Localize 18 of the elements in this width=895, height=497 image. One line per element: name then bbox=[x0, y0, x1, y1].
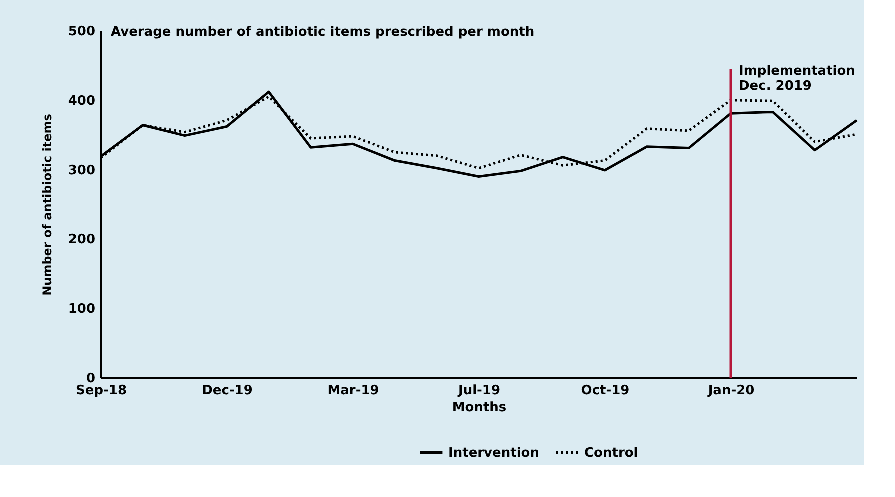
y-tick-label: 100 bbox=[68, 302, 96, 318]
y-tick-label: 400 bbox=[68, 94, 96, 109]
y-tick-label: 200 bbox=[68, 232, 96, 248]
x-tick-label: Dec-19 bbox=[202, 384, 253, 398]
y-tick-label: 500 bbox=[68, 24, 96, 40]
x-tick-label: Jan-20 bbox=[707, 384, 755, 398]
ref-line-label: Implementation Dec. 2019 bbox=[739, 64, 856, 94]
legend-label: Intervention bbox=[448, 446, 540, 461]
x-tick-label: Oct-19 bbox=[581, 384, 630, 398]
chart-title: Average number of antibiotic items prescribed per month bbox=[111, 25, 535, 40]
y-tick-label: 300 bbox=[68, 163, 96, 178]
legend-label: Control bbox=[584, 446, 638, 461]
y-tick-label: 0 bbox=[86, 372, 96, 386]
x-tick-label: Sep-18 bbox=[76, 384, 127, 398]
x-tick-label: Jul-19 bbox=[457, 384, 501, 398]
x-tick-label: Mar-19 bbox=[328, 384, 380, 398]
y-axis-title: Number of antibiotic items bbox=[40, 114, 54, 296]
x-axis-title: Months bbox=[452, 400, 507, 416]
